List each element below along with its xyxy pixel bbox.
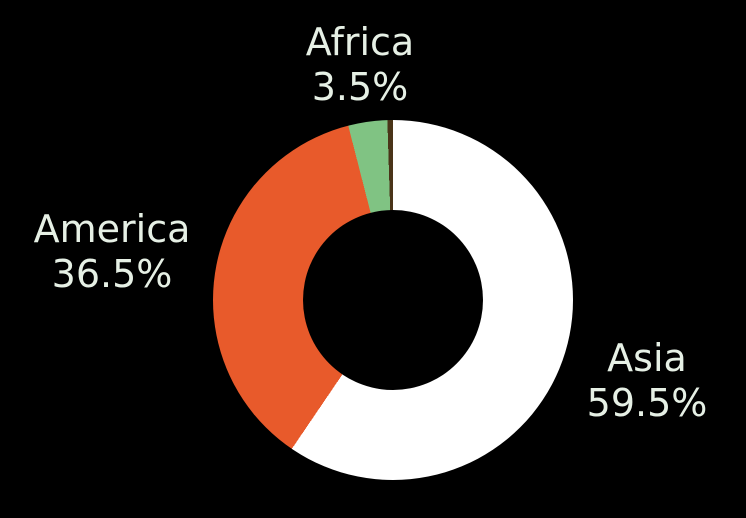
label-america-name: America: [33, 207, 191, 251]
donut-chart: [213, 120, 573, 480]
label-asia: Asia 59.5%: [537, 336, 746, 426]
label-africa-name: Africa: [305, 20, 415, 64]
label-africa: Africa 3.5%: [250, 20, 470, 110]
label-america-value: 36.5%: [51, 252, 173, 296]
donut-hole: [303, 210, 483, 390]
label-africa-value: 3.5%: [311, 65, 409, 109]
label-asia-name: Asia: [607, 336, 687, 380]
label-asia-value: 59.5%: [586, 381, 708, 425]
label-america: America 36.5%: [2, 207, 222, 297]
